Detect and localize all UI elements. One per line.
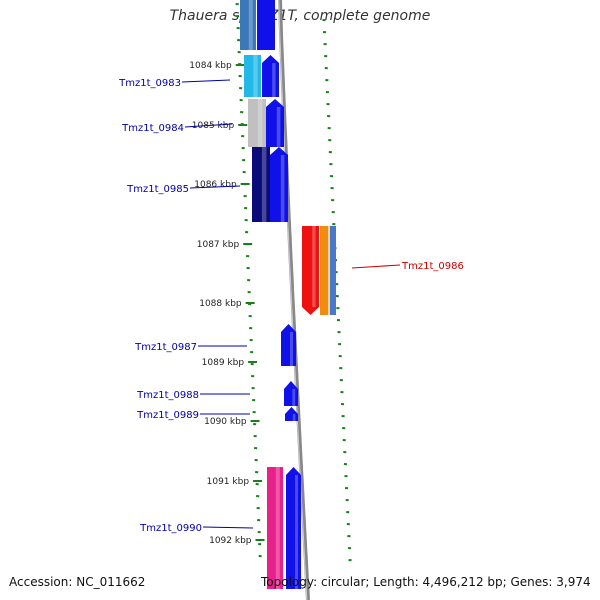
tmz1t-0990-cds-arrow-shine: [295, 475, 298, 589]
genome-backbone-highlight: [278, 0, 308, 600]
genome-summary-text: Topology: circular; Length: 4,496,212 bp…: [261, 575, 591, 589]
kbp-tick-label: 1091 kbp: [207, 477, 250, 487]
tmz1t-0983-label: Tmz1t_0983: [118, 78, 181, 89]
map-title: Thauera sp. MZ1T, complete genome: [169, 8, 431, 24]
tmz1t-0988-cds-arrow: [284, 381, 298, 406]
tmz1t-0989-label: Tmz1t_0989: [136, 410, 199, 421]
kbp-tick-label: 1086 kbp: [194, 180, 237, 190]
tmz1t-0984-cog-block-shine: [257, 99, 263, 147]
tmz1t-0986-leader-line: [351, 264, 401, 269]
tmz1t-0990-cog-block: [267, 467, 283, 589]
tmz1t-0990-cog-block-shine: [275, 467, 280, 589]
tmz1t-0986-cog-stripe: [330, 226, 336, 315]
tmz1t-0983-cds-arrow-shine: [272, 63, 276, 97]
genome-backbone: [278, 0, 310, 600]
tmz1t-0987-cds-arrow-shine: [290, 332, 293, 366]
tmz1t-0984-cog-block: [248, 99, 266, 147]
tmz1t-0985-leader-line: [189, 185, 241, 189]
cog-block-partial: [240, 0, 256, 50]
tmz1t-0986-label: Tmz1t_0986: [401, 261, 464, 272]
tmz1t-0985-label: Tmz1t_0985: [126, 184, 189, 195]
kbp-tick-label: 1084 kbp: [189, 61, 232, 71]
tmz1t-0990-label: Tmz1t_0990: [139, 523, 202, 534]
tmz1t-0987-cds-arrow: [281, 324, 296, 366]
tmz1t-0988-cds-arrow-shine: [292, 389, 296, 406]
tmz1t-0988-label: Tmz1t_0988: [136, 390, 199, 401]
cog-block-partial-shine: [248, 0, 253, 50]
kbp-tick-label: 1089 kbp: [202, 358, 245, 368]
tmz1t-0987-label: Tmz1t_0987: [134, 342, 197, 353]
tmz1t-0985-cds-arrow: [270, 147, 288, 222]
tmz1t-0984-cds-arrow-shine: [276, 107, 281, 147]
tmz1t-0986-cds-arrow-shine: [312, 226, 316, 307]
kbp-tick-label: 1085 kbp: [192, 121, 235, 131]
tmz1t-0984-cds-arrow: [266, 99, 284, 147]
kbp-tick-label: 1090 kbp: [204, 417, 247, 427]
tmz1t-0983-cog-block: [244, 55, 261, 97]
tmz1t-0985-cog-block-shine: [261, 147, 267, 222]
tmz1t-0984-leader-line: [184, 123, 233, 128]
tmz1t-0985-cog-block: [252, 147, 270, 222]
kbp-tick-label: 1088 kbp: [199, 299, 242, 309]
tmz1t-0983-leader-line: [181, 79, 231, 83]
tmz1t-0986-cog-gap: [328, 226, 330, 315]
tmz1t-0989-cds-arrow-shine: [292, 414, 296, 421]
tmz1t-0986-cds-arrow: [302, 226, 319, 315]
tmz1t-0990-leader-line: [202, 526, 254, 529]
kbp-tick-label: 1092 kbp: [209, 536, 252, 546]
accession-text: Accession: NC_011662: [9, 575, 146, 589]
tmz1t-0990-cds-arrow: [286, 467, 301, 589]
tmz1t-0983-cog-block-shine: [253, 55, 258, 97]
tmz1t-0989-cds-arrow: [285, 407, 298, 421]
tmz1t-0984-label: Tmz1t_0984: [121, 123, 184, 134]
tmz1t-0985-cds-arrow-shine: [280, 155, 285, 222]
cds-block-partial: [257, 0, 275, 50]
tmz1t-0983-cds-arrow: [262, 55, 279, 97]
kbp-tick-label: 1087 kbp: [197, 240, 240, 250]
